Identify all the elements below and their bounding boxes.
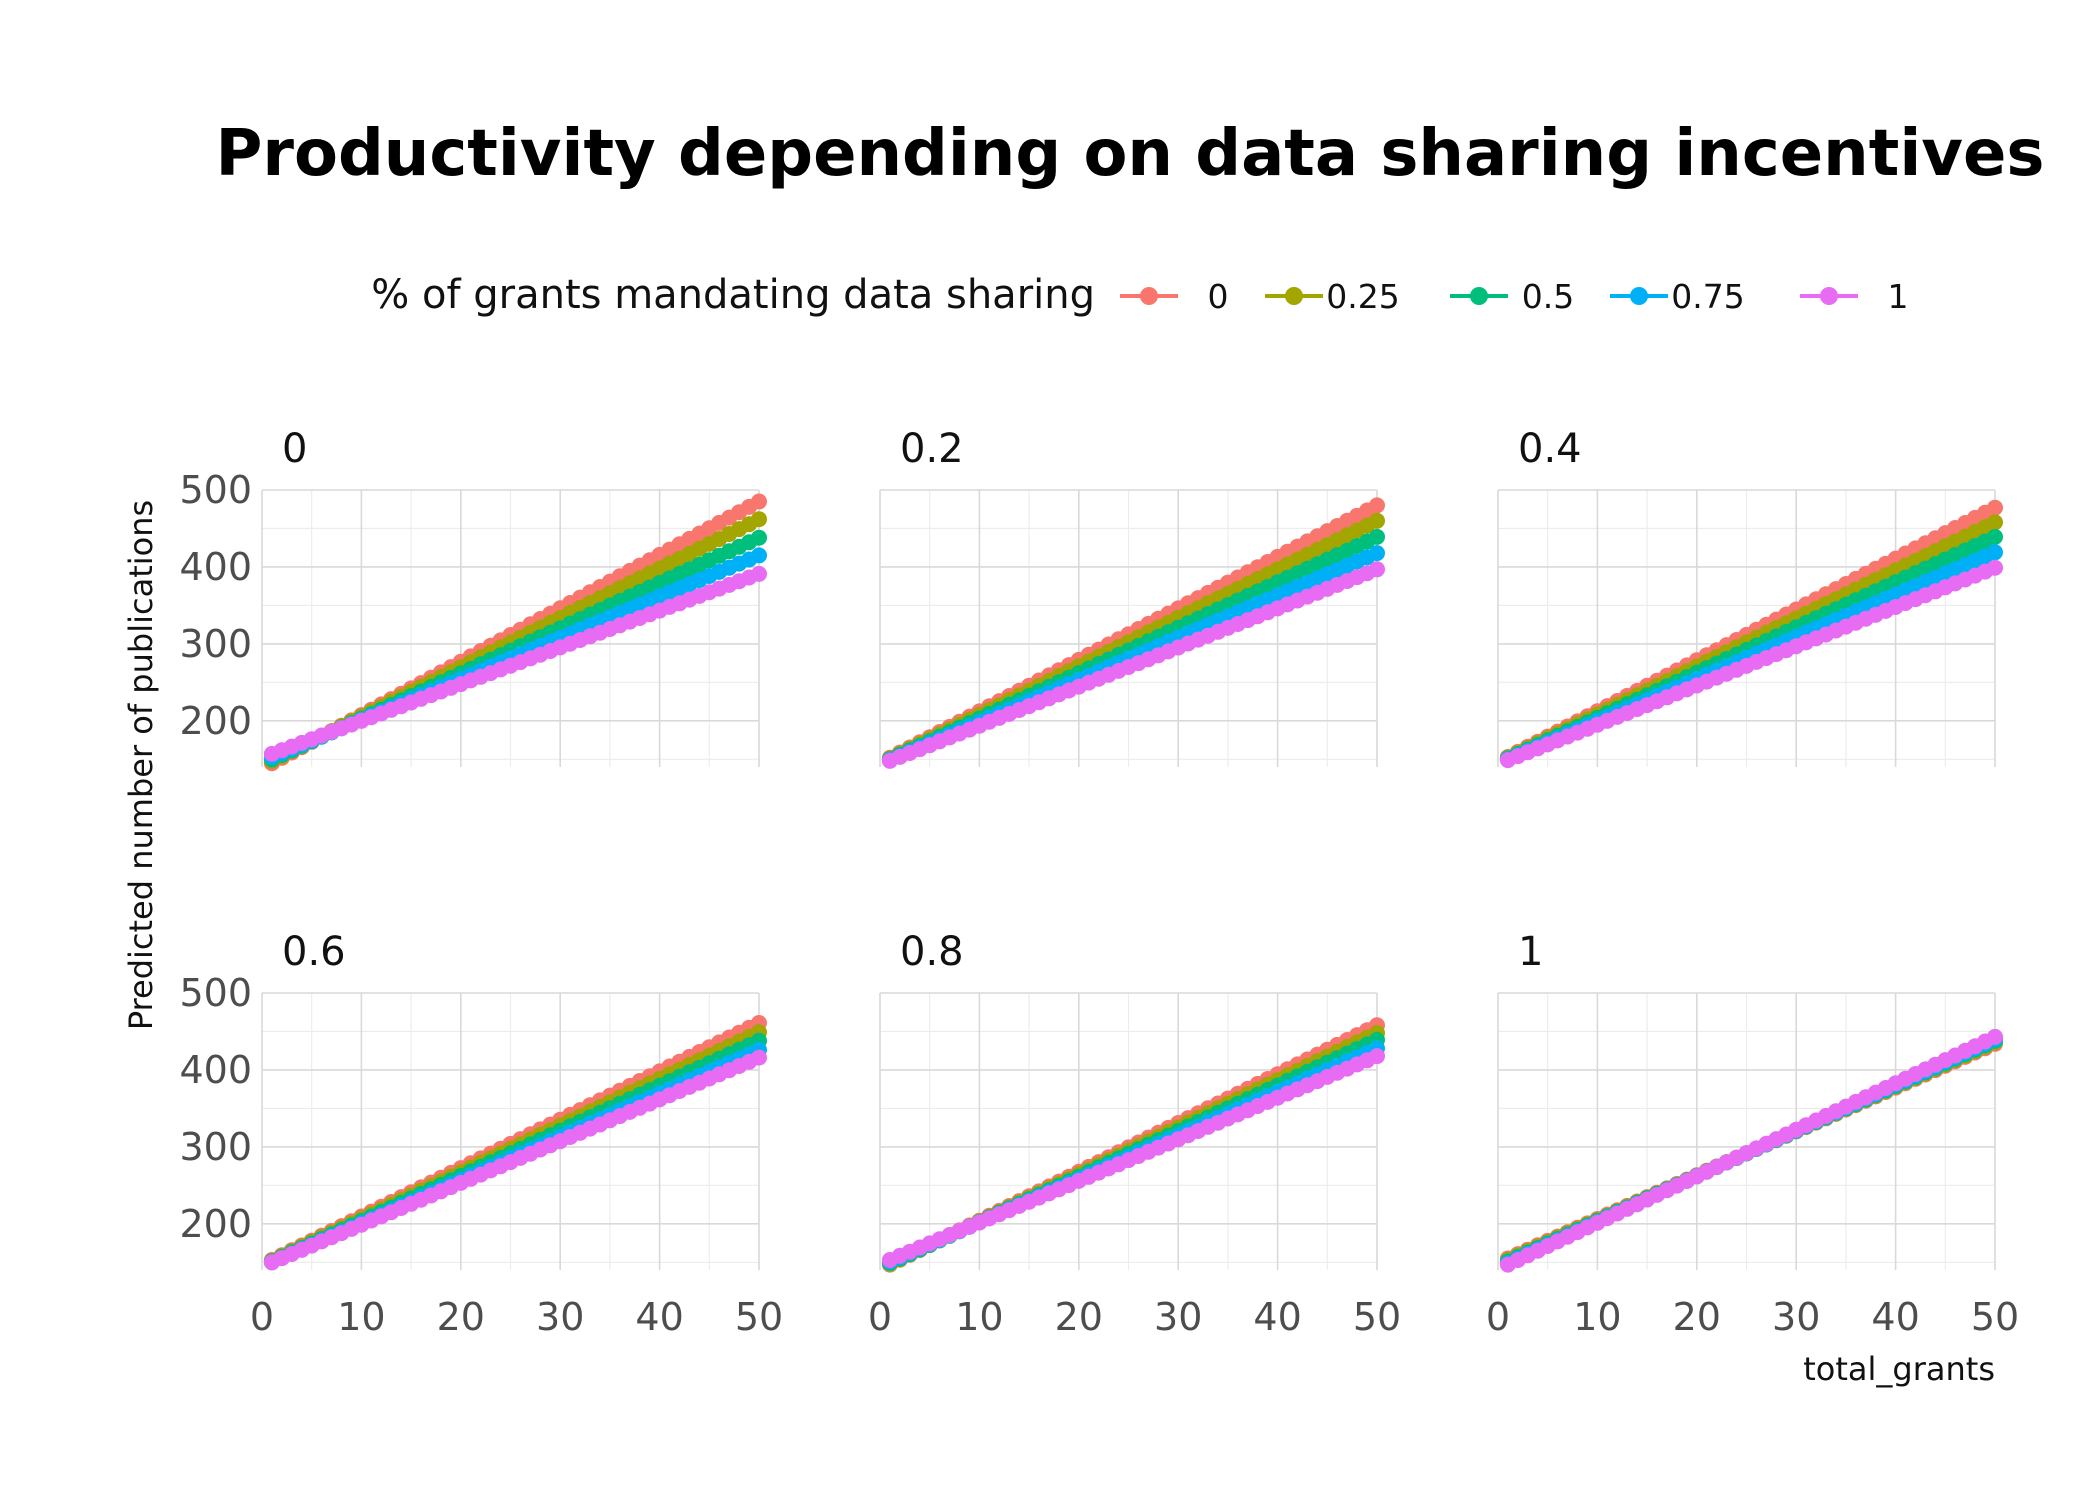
- panel-strip-label: 0.4: [1518, 426, 1582, 472]
- legend-label: 0: [1208, 277, 1229, 316]
- x-tick-label: 10: [337, 1295, 385, 1339]
- x-tick-label: 50: [1353, 1295, 1401, 1339]
- legend-label: 1: [1888, 277, 1909, 316]
- legend-key-point: [1140, 287, 1158, 305]
- x-tick-label: 40: [1253, 1295, 1301, 1339]
- legend-label: 0.5: [1522, 277, 1574, 316]
- panel-0-2: 0.2: [879, 426, 1385, 769]
- data-point: [1987, 499, 2003, 516]
- data-point: [1369, 545, 1385, 562]
- y-tick-label: 300: [179, 622, 252, 666]
- data-point: [1987, 559, 2003, 576]
- x-tick-label: 0: [1486, 1295, 1510, 1339]
- data-point: [1369, 1048, 1385, 1065]
- x-tick-label: 40: [635, 1295, 683, 1339]
- y-tick-label: 500: [179, 468, 252, 512]
- x-tick-label: 10: [955, 1295, 1003, 1339]
- data-point: [1369, 561, 1385, 578]
- x-tick-label: 30: [1772, 1295, 1820, 1339]
- panel-strip-label: 0.8: [900, 929, 964, 975]
- data-point: [1987, 544, 2003, 561]
- x-tick-label: 40: [1871, 1295, 1919, 1339]
- series-1: [263, 565, 767, 762]
- legend-key-point: [1470, 287, 1488, 305]
- data-point: [751, 529, 767, 546]
- panel-1: 10 10 20 30 40 50: [1486, 929, 2019, 1339]
- x-tick-label: 20: [1055, 1295, 1103, 1339]
- x-tick-label: 20: [1673, 1295, 1721, 1339]
- legend-key-point: [1820, 287, 1838, 305]
- series-1: [881, 561, 1385, 769]
- panel-0-6: 0.6 200 300 400 500 0 10 20 30 40 50: [179, 929, 783, 1339]
- legend: % of grants mandating data sharing 0 0.25…: [371, 272, 1908, 318]
- legend-item-0-75: 0.75: [1610, 277, 1745, 316]
- data-point: [751, 493, 767, 510]
- data-point: [1369, 497, 1385, 514]
- legend-label: 0.25: [1326, 277, 1399, 316]
- data-point: [1987, 514, 2003, 531]
- x-tick-label: 50: [735, 1295, 783, 1339]
- legend-label: 0.75: [1671, 277, 1744, 316]
- series-1: [263, 1049, 767, 1271]
- series-1: [1499, 1028, 2003, 1273]
- legend-key-point: [1630, 287, 1648, 305]
- panel-strip-label: 1: [1518, 929, 1543, 975]
- data-point: [751, 511, 767, 528]
- y-tick-label: 200: [179, 1202, 252, 1246]
- x-tick-label: 20: [437, 1295, 485, 1339]
- data-point: [751, 1049, 767, 1066]
- panel-strip-label: 0.2: [900, 426, 964, 472]
- y-tick-label: 400: [179, 1048, 252, 1092]
- y-tick-label: 400: [179, 545, 252, 589]
- data-point: [751, 547, 767, 564]
- data-point: [1369, 512, 1385, 529]
- x-tick-label: 30: [1154, 1295, 1202, 1339]
- panel-0-4: 0.4: [1497, 426, 2003, 769]
- x-tick-label: 30: [536, 1295, 584, 1339]
- panel-0: 0 200 300 400 500: [179, 426, 767, 772]
- data-point: [1369, 528, 1385, 545]
- panel-0-8: 0.8 0 10 20 30 40 50: [868, 929, 1401, 1339]
- x-tick-label: 50: [1971, 1295, 2019, 1339]
- y-tick-label: 200: [179, 699, 252, 743]
- chart-title: Productivity depending on data sharing i…: [216, 117, 2045, 191]
- y-tick-label: 300: [179, 1125, 252, 1169]
- x-tick-label: 0: [868, 1295, 892, 1339]
- legend-key-point: [1285, 287, 1303, 305]
- series-1: [1499, 559, 2003, 769]
- x-tick-label: 10: [1573, 1295, 1621, 1339]
- legend-item-0-25: 0.25: [1265, 277, 1400, 316]
- data-point: [751, 565, 767, 582]
- x-axis-label: total_grants: [1803, 1350, 1995, 1388]
- legend-item-0: 0: [1120, 277, 1229, 316]
- legend-item-0-5: 0.5: [1450, 277, 1574, 316]
- legend-title: % of grants mandating data sharing: [371, 272, 1095, 318]
- series-1: [881, 1048, 1385, 1268]
- x-tick-label: 0: [250, 1295, 274, 1339]
- panel-strip-label: 0.6: [282, 929, 346, 975]
- panel-strip-label: 0: [282, 426, 307, 472]
- legend-item-1: 1: [1800, 277, 1909, 316]
- y-axis-label: Predicted number of publications: [122, 500, 160, 1030]
- data-point: [1987, 1028, 2003, 1045]
- data-point: [1987, 528, 2003, 545]
- y-tick-label: 500: [179, 971, 252, 1015]
